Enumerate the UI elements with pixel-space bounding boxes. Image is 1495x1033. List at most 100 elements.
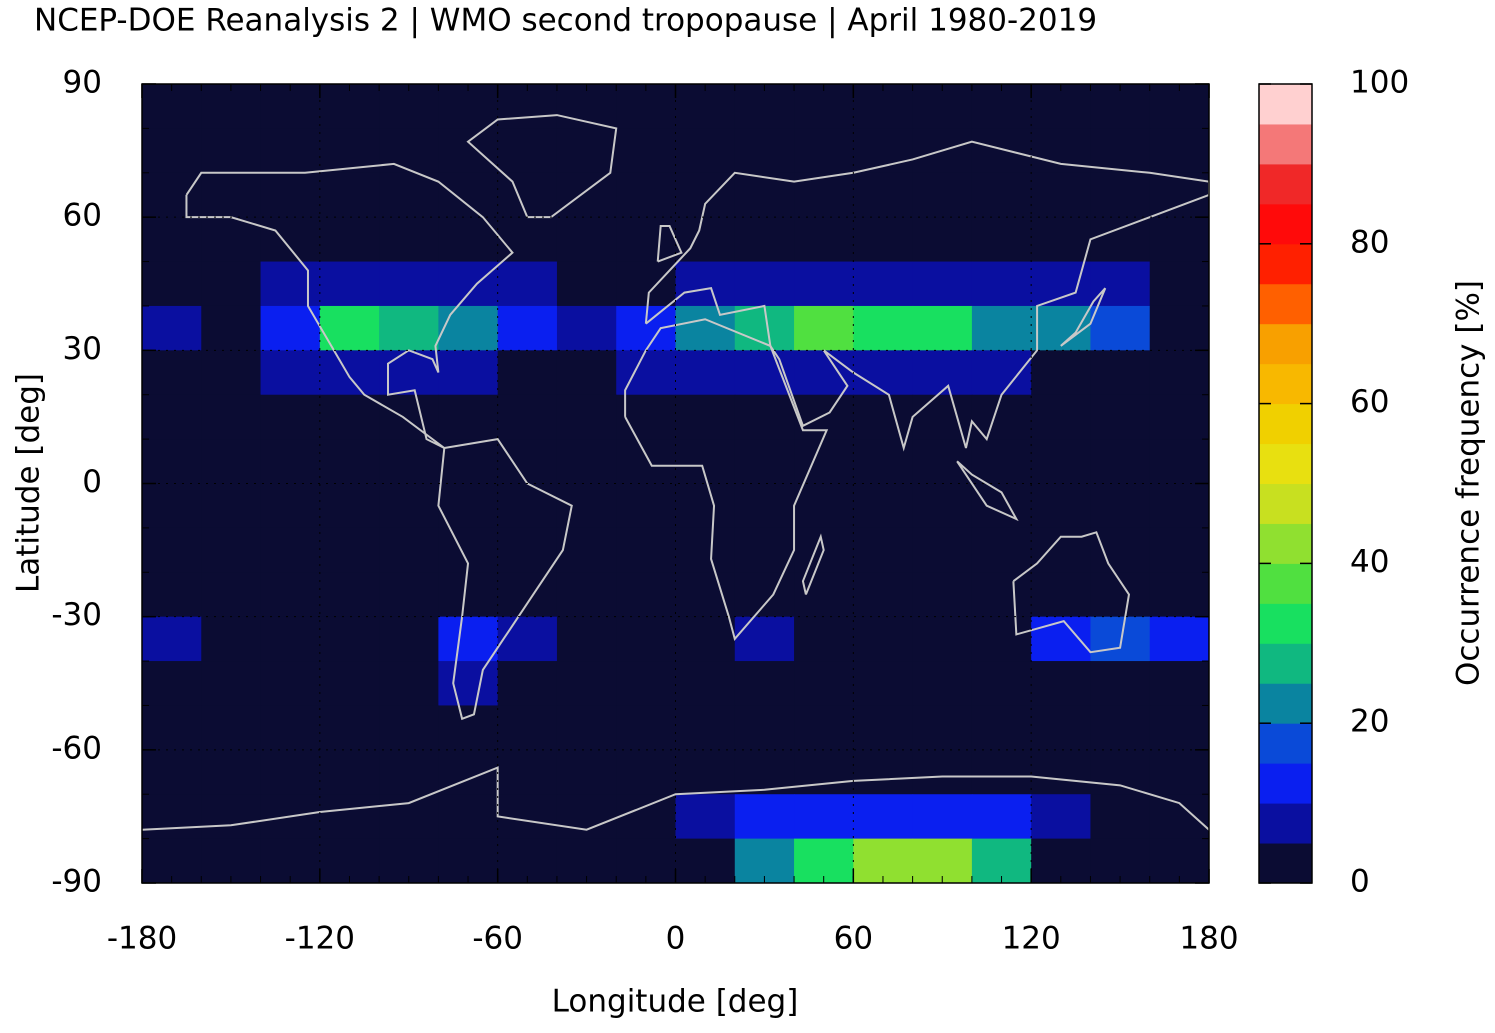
- heat-cell: [497, 128, 558, 174]
- heat-cell: [853, 350, 914, 396]
- heat-cell: [616, 217, 676, 263]
- heat-cell: [853, 661, 914, 706]
- heat-cell: [260, 172, 321, 218]
- heat-cell: [142, 305, 202, 351]
- heat-cell: [142, 794, 202, 840]
- heat-cell: [1149, 305, 1209, 351]
- heat-cell: [912, 527, 973, 573]
- heat-cell: [675, 527, 736, 573]
- heat-cell: [497, 261, 558, 307]
- heat-cell: [853, 84, 914, 129]
- heat-cell: [556, 439, 617, 484]
- heat-cell: [438, 350, 499, 396]
- coastline: [644, 140, 1209, 452]
- coastline: [656, 225, 683, 263]
- heat-cell: [201, 661, 262, 706]
- heat-cell: [379, 572, 439, 618]
- heat-cell: [379, 305, 439, 351]
- colorbar-band: [1259, 163, 1312, 205]
- heat-cell: [201, 838, 262, 883]
- heat-cell: [1090, 705, 1151, 751]
- heat-cell: [912, 84, 973, 129]
- heat-cell: [556, 305, 617, 351]
- colorbar-band: [1259, 123, 1312, 165]
- x-tick-label: -120: [285, 921, 355, 957]
- heat-cell: [379, 616, 439, 662]
- heat-cell: [912, 838, 973, 883]
- y-tick-label: -30: [51, 597, 102, 633]
- heat-cell: [971, 350, 1032, 396]
- heat-cell: [734, 217, 795, 263]
- heat-cell: [616, 749, 676, 795]
- heat-cell: [912, 217, 973, 263]
- heat-cell: [438, 394, 499, 440]
- heat-cell: [794, 84, 854, 129]
- heat-cell: [853, 394, 914, 440]
- heat-cell: [1090, 572, 1151, 618]
- coastline: [956, 460, 1019, 522]
- heat-cell: [379, 838, 439, 883]
- heat-cell: [260, 705, 321, 751]
- heat-cell: [616, 261, 676, 307]
- heat-cell: [201, 305, 262, 351]
- heat-cell: [1090, 661, 1151, 706]
- heat-cell: [260, 749, 321, 795]
- heat-cell: [853, 527, 914, 573]
- colorbar-band: [1259, 603, 1312, 644]
- heat-cell: [734, 661, 795, 706]
- heat-cell: [912, 616, 973, 662]
- heat-cell: [497, 794, 558, 840]
- heat-cell: [912, 661, 973, 706]
- heat-cell: [1149, 217, 1209, 263]
- heat-cell: [319, 616, 380, 662]
- heat-cell: [142, 749, 202, 795]
- heat-cell: [1149, 84, 1209, 129]
- heat-cell: [794, 661, 854, 706]
- y-tick-label: 30: [63, 331, 102, 367]
- heat-cell: [319, 838, 380, 883]
- heat-cell: [734, 350, 795, 396]
- heat-cell: [142, 172, 202, 218]
- heat-cell: [142, 572, 202, 618]
- heat-cell: [142, 838, 202, 883]
- heat-cell: [1149, 794, 1209, 840]
- heat-cell: [616, 572, 676, 618]
- heat-cell: [556, 749, 617, 795]
- heat-cell: [734, 616, 795, 662]
- heat-cell: [1031, 527, 1091, 573]
- heat-cell: [675, 705, 736, 751]
- colorbar-band: [1259, 243, 1312, 285]
- axes: -180 -120 -60 0 60 120 180 -90 -60 -30 0 30 60 90 0 20 4…: [51, 65, 1409, 957]
- heat-cell: [556, 794, 617, 840]
- y-tick-label: -60: [51, 730, 102, 766]
- heat-cell: [1031, 84, 1091, 129]
- heat-cell: [556, 217, 617, 263]
- heat-cell: [319, 84, 380, 129]
- heat-cell: [556, 838, 617, 883]
- heat-cell: [260, 350, 321, 396]
- heat-cell: [971, 705, 1032, 751]
- heat-cell: [497, 749, 558, 795]
- heat-cell: [556, 527, 617, 573]
- heat-cell: [971, 616, 1032, 662]
- x-axis-label: Longitude [deg]: [552, 984, 799, 1020]
- heat-cell: [201, 527, 262, 573]
- colorbar-band: [1259, 563, 1312, 604]
- heat-cell: [734, 572, 795, 618]
- heat-cell: [616, 794, 676, 840]
- heat-cell: [794, 616, 854, 662]
- colorbar-band: [1259, 403, 1312, 445]
- heat-cell: [734, 439, 795, 484]
- heat-cell: [556, 616, 617, 662]
- heat-cell: [379, 483, 439, 529]
- heat-cell: [1031, 661, 1091, 706]
- heat-cell: [616, 527, 676, 573]
- heat-cell: [556, 394, 617, 440]
- heat-cell: [142, 661, 202, 706]
- heat-cell: [142, 616, 202, 662]
- heat-cell: [734, 527, 795, 573]
- heat-cell: [1149, 838, 1209, 883]
- heat-cell: [971, 749, 1032, 795]
- heat-cell: [853, 705, 914, 751]
- colorbar-band: [1259, 683, 1312, 724]
